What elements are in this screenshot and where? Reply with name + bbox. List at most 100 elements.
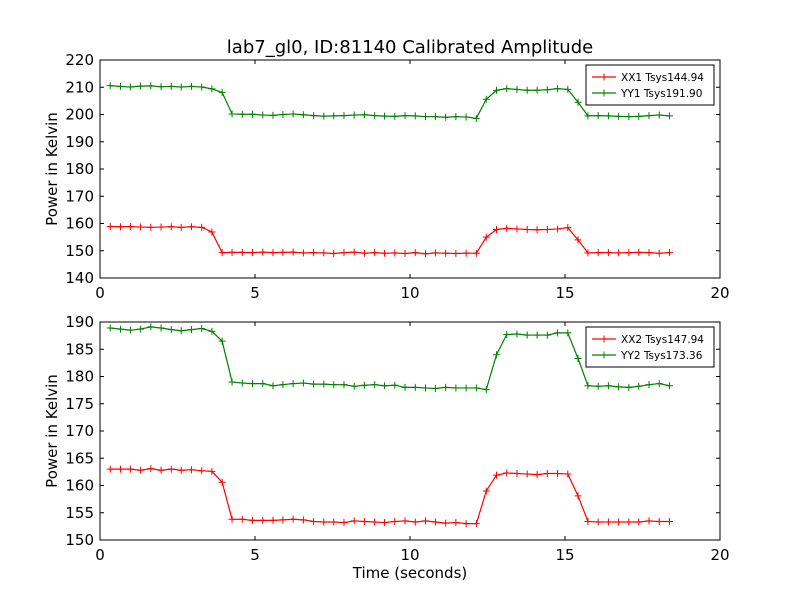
- data-point: [452, 113, 460, 121]
- data-point: [422, 517, 429, 525]
- data-point: [492, 471, 500, 479]
- data-point: [320, 380, 328, 388]
- data-point: [249, 249, 257, 257]
- data-point: [259, 248, 267, 256]
- data-point: [635, 518, 643, 526]
- data-point: [462, 249, 470, 257]
- data-point: [218, 88, 226, 96]
- data-point: [523, 86, 531, 94]
- y-axis-label: Power in Kelvin: [43, 112, 61, 226]
- data-point: [492, 86, 500, 94]
- data-point: [208, 228, 216, 236]
- data-point: [320, 112, 328, 120]
- data-point: [492, 351, 500, 359]
- data-point: [126, 465, 134, 473]
- data-point: [279, 248, 287, 256]
- data-point: [177, 223, 185, 231]
- data-point: [116, 223, 124, 231]
- data-point: [371, 381, 379, 389]
- legend-label: YY2 Tsys173.36: [620, 350, 703, 362]
- data-point: [147, 323, 155, 331]
- x-tick-label: 20: [710, 284, 729, 302]
- data-point: [625, 518, 633, 526]
- data-point: [533, 471, 541, 479]
- data-point: [147, 223, 155, 231]
- data-point: [269, 249, 277, 257]
- data-point: [604, 518, 612, 526]
- data-point: [137, 466, 145, 474]
- x-tick-label: 5: [250, 284, 260, 302]
- data-point: [442, 383, 450, 391]
- data-point: [431, 384, 439, 392]
- data-point: [198, 83, 206, 91]
- data-point: [533, 86, 541, 94]
- y-tick-label: 210: [65, 78, 94, 96]
- data-point: [411, 249, 419, 257]
- data-point: [198, 325, 206, 333]
- data-point: [137, 82, 145, 90]
- data-point: [360, 381, 368, 389]
- y-axis-label: Power in Kelvin: [43, 374, 61, 488]
- data-point: [401, 517, 409, 525]
- y-tick-label: 150: [65, 242, 94, 260]
- y-tick-label: 140: [65, 269, 94, 287]
- data-point: [259, 380, 267, 388]
- bottom-chart: 0 5 10 15 20 150 155 160 165 170 175 180 185 190 Power…: [43, 313, 730, 564]
- data-point: [269, 382, 277, 390]
- data-point: [371, 518, 379, 526]
- data-point: [482, 386, 490, 394]
- data-point: [442, 519, 450, 527]
- data-point: [554, 85, 562, 93]
- data-point: [635, 112, 643, 120]
- data-point: [330, 381, 338, 389]
- data-point: [422, 250, 429, 258]
- data-point: [492, 225, 500, 233]
- data-point: [228, 248, 236, 256]
- data-point: [126, 326, 134, 334]
- data-point: [218, 249, 226, 257]
- data-point: [655, 111, 663, 119]
- data-point: [665, 249, 673, 257]
- data-point: [554, 470, 562, 478]
- data-point: [157, 83, 165, 91]
- data-point: [472, 249, 480, 257]
- x-tick-label: 10: [400, 546, 419, 564]
- data-point: [381, 249, 389, 257]
- data-point: [360, 111, 368, 119]
- data-point: [604, 382, 612, 390]
- data-point: [604, 112, 612, 120]
- data-point: [249, 110, 257, 118]
- data-point: [177, 466, 185, 474]
- data-point: [208, 85, 216, 93]
- data-point: [503, 85, 511, 93]
- data-point: [340, 519, 348, 527]
- data-point: [574, 492, 582, 500]
- data-point: [462, 520, 470, 528]
- data-point: [554, 225, 562, 233]
- legend-label: XX2 Tsys147.94: [621, 334, 704, 346]
- data-point: [594, 249, 602, 257]
- data-point: [564, 85, 572, 93]
- data-point: [655, 380, 663, 388]
- data-point: [503, 331, 511, 339]
- data-point: [147, 465, 155, 473]
- data-point: [340, 249, 348, 257]
- data-point: [615, 249, 623, 257]
- data-point: [472, 520, 480, 528]
- data-point: [543, 225, 551, 233]
- data-point: [350, 248, 358, 256]
- data-point: [371, 112, 379, 120]
- data-point: [157, 466, 165, 474]
- data-point: [238, 248, 246, 256]
- data-point: [106, 82, 114, 90]
- y-tick-label: 190: [65, 133, 94, 151]
- data-point: [167, 82, 175, 90]
- data-point: [604, 249, 612, 257]
- data-point: [167, 223, 175, 231]
- data-point: [584, 517, 592, 525]
- data-point: [310, 249, 318, 257]
- data-point: [310, 517, 318, 525]
- data-point: [249, 516, 257, 524]
- data-point: [279, 381, 287, 389]
- data-point: [208, 467, 216, 475]
